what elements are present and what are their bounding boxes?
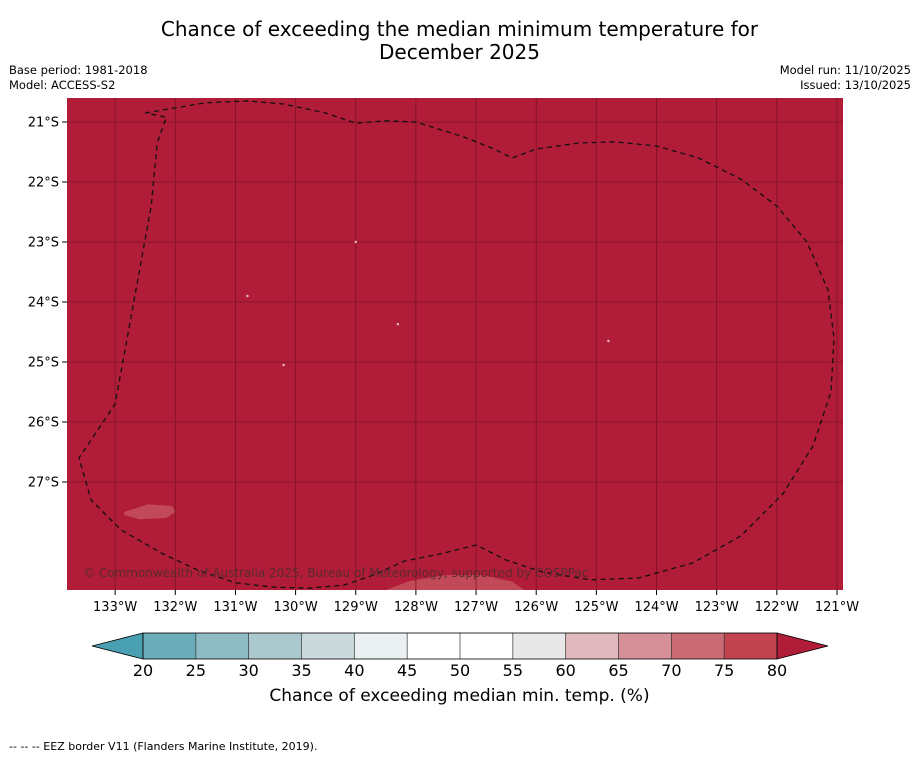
- colorbar-label: 45: [397, 661, 417, 680]
- island-marker: [246, 294, 249, 298]
- lon-tick-label: 123°W: [695, 600, 739, 615]
- lon-tick-label: 122°W: [755, 600, 799, 615]
- lat-tick-label: 23°S: [28, 236, 59, 251]
- lon-tick-label: 129°W: [334, 600, 378, 615]
- colorbar-over-arrow: [776, 632, 829, 660]
- colorbar-label: 50: [450, 661, 470, 680]
- colorbar-under-arrow: [91, 632, 144, 660]
- lat-tick-label: 26°S: [28, 416, 59, 431]
- title-line-1: Chance of exceeding the median minimum t…: [160, 17, 759, 41]
- eez-border: [78, 100, 835, 589]
- colorbar-title: Chance of exceeding median min. temp. (%…: [269, 686, 650, 706]
- lon-tick-label: 131°W: [213, 600, 257, 615]
- colorbar-segment: [354, 633, 408, 659]
- base-period: Base period: 1981-2018: [9, 63, 148, 77]
- lat-tick-label: 25°S: [28, 356, 59, 371]
- probability-field: [67, 98, 843, 590]
- lon-tick-label: 124°W: [634, 600, 678, 615]
- colorbar-segment: [143, 633, 196, 659]
- footer-note: -- -- -- EEZ border V11 (Flanders Marine…: [9, 740, 318, 753]
- colorbar-segment: [512, 633, 566, 659]
- colorbar-label: 30: [238, 661, 258, 680]
- colorbar-label: 35: [291, 661, 311, 680]
- colorbar-segment: [407, 633, 460, 659]
- lon-tick-label: 127°W: [454, 600, 498, 615]
- colorbar-frame: [142, 632, 778, 660]
- colorbar-segment: [618, 633, 672, 659]
- lat-tick-label: 22°S: [28, 176, 59, 191]
- island-marker: [282, 363, 285, 367]
- probability-patch: [385, 575, 525, 590]
- colorbar-label: 20: [133, 661, 153, 680]
- lon-tick-label: 128°W: [394, 600, 438, 615]
- colorbar-label: 55: [503, 661, 523, 680]
- colorbar-label: 65: [608, 661, 628, 680]
- lon-tick-label: 132°W: [153, 600, 197, 615]
- issued-date: Issued: 13/10/2025: [800, 78, 911, 92]
- lon-tick-label: 133°W: [93, 600, 137, 615]
- map-panel: [67, 98, 843, 590]
- island-marker: [396, 323, 400, 326]
- colorbar-segment: [565, 633, 619, 659]
- colorbar-label: 25: [186, 661, 206, 680]
- colorbar-segment: [671, 633, 725, 659]
- lon-tick-label: 130°W: [274, 600, 318, 615]
- colorbar-label: 70: [661, 661, 681, 680]
- colorbar-label: 75: [714, 661, 734, 680]
- model-run: Model run: 11/10/2025: [779, 63, 911, 77]
- chart-title: Chance of exceeding the median minimum t…: [0, 18, 919, 64]
- lon-tick-label: 121°W: [815, 600, 859, 615]
- colorbar-label: 60: [555, 661, 575, 680]
- lat-tick-label: 27°S: [28, 476, 59, 491]
- title-line-2: December 2025: [379, 40, 540, 64]
- model-name: Model: ACCESS-S2: [9, 78, 116, 92]
- probability-patch: [124, 504, 176, 520]
- lon-tick-label: 126°W: [514, 600, 558, 615]
- copyright-notice: © Commonwealth of Australia 2025, Bureau…: [83, 566, 588, 580]
- colorbar-segment: [248, 633, 302, 659]
- meta-right: Model run: 11/10/2025 Issued: 13/10/2025: [780, 63, 911, 93]
- meta-left: Base period: 1981-2018 Model: ACCESS-S2: [9, 63, 148, 93]
- island-marker: [607, 339, 610, 343]
- colorbar-label: 80: [767, 661, 787, 680]
- lon-tick-label: 125°W: [574, 600, 618, 615]
- island-marker: [354, 240, 357, 244]
- colorbar-segment: [301, 633, 355, 659]
- lat-tick-label: 24°S: [28, 296, 59, 311]
- colorbar: 20 25 30 35 40 45 50 55 60 65 70 75 80: [91, 632, 829, 680]
- colorbar-segment: [460, 633, 513, 659]
- colorbar-segment: [195, 633, 249, 659]
- map-axes: 133°W 132°W 131°W 130°W 129°W 128°W 127°W 126°W…: [28, 116, 860, 616]
- colorbar-segment: [724, 633, 777, 659]
- lat-tick-label: 21°S: [28, 116, 59, 131]
- map-figure: © Commonwealth of Australia 2025, Bureau…: [28, 98, 860, 680]
- colorbar-label: 40: [344, 661, 364, 680]
